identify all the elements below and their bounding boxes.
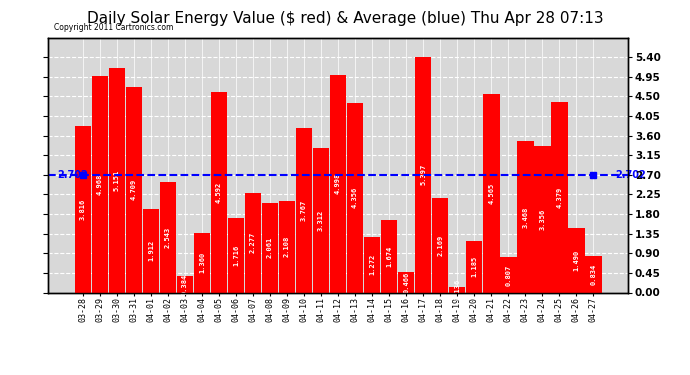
- Bar: [500, 257, 517, 292]
- Bar: [92, 76, 108, 292]
- Text: 2.169: 2.169: [437, 235, 443, 256]
- Bar: [279, 201, 295, 292]
- Text: 4.565: 4.565: [488, 182, 494, 204]
- Bar: [432, 198, 448, 292]
- Text: 0.834: 0.834: [590, 264, 596, 285]
- Text: 1.185: 1.185: [471, 256, 477, 277]
- Bar: [75, 126, 91, 292]
- Text: 2.543: 2.543: [165, 226, 171, 248]
- Text: 4.592: 4.592: [216, 182, 222, 203]
- Bar: [228, 218, 244, 292]
- Bar: [551, 102, 568, 292]
- Bar: [534, 146, 551, 292]
- Bar: [245, 193, 262, 292]
- Bar: [483, 93, 500, 292]
- Bar: [330, 75, 346, 292]
- Text: 1.716: 1.716: [233, 244, 239, 266]
- Bar: [415, 57, 431, 292]
- Bar: [210, 92, 228, 292]
- Text: 4.356: 4.356: [352, 187, 358, 208]
- Text: 4.379: 4.379: [556, 186, 562, 208]
- Bar: [159, 182, 177, 292]
- Text: 0.384: 0.384: [182, 273, 188, 295]
- Text: 0.807: 0.807: [505, 264, 511, 285]
- Bar: [143, 209, 159, 292]
- Bar: [177, 276, 193, 292]
- Text: 3.767: 3.767: [301, 200, 307, 221]
- Bar: [517, 141, 533, 292]
- Bar: [398, 272, 415, 292]
- Text: 4.998: 4.998: [335, 173, 341, 194]
- Bar: [585, 256, 602, 292]
- Text: 1.360: 1.360: [199, 252, 205, 273]
- Bar: [126, 87, 142, 292]
- Bar: [448, 286, 466, 292]
- Text: 4.709: 4.709: [131, 179, 137, 201]
- Bar: [347, 103, 364, 292]
- Text: 1.912: 1.912: [148, 240, 154, 261]
- Text: Copyright 2011 Cartronics.com: Copyright 2011 Cartronics.com: [54, 23, 173, 32]
- Text: 2.702: 2.702: [615, 170, 646, 180]
- Bar: [296, 128, 313, 292]
- Text: 0.466: 0.466: [403, 272, 409, 293]
- Text: 3.356: 3.356: [539, 209, 545, 230]
- Bar: [466, 241, 482, 292]
- Text: 2.061: 2.061: [267, 237, 273, 258]
- Text: 5.397: 5.397: [420, 164, 426, 186]
- Text: 3.468: 3.468: [522, 206, 528, 228]
- Text: 5.151: 5.151: [114, 170, 120, 191]
- Bar: [108, 68, 126, 292]
- Bar: [313, 148, 329, 292]
- Text: 3.312: 3.312: [318, 210, 324, 231]
- Text: 1.490: 1.490: [573, 249, 579, 271]
- Bar: [381, 219, 397, 292]
- Text: Daily Solar Energy Value ($ red) & Average (blue) Thu Apr 28 07:13: Daily Solar Energy Value ($ red) & Avera…: [87, 11, 603, 26]
- Bar: [262, 202, 278, 292]
- Text: 4.968: 4.968: [97, 174, 103, 195]
- Text: 1.674: 1.674: [386, 245, 392, 267]
- Bar: [364, 237, 380, 292]
- Text: 3.816: 3.816: [80, 199, 86, 220]
- Text: 2.108: 2.108: [284, 236, 290, 257]
- Bar: [194, 233, 210, 292]
- Text: 0.136: 0.136: [454, 279, 460, 300]
- Bar: [568, 228, 584, 292]
- Text: 2.702: 2.702: [57, 170, 88, 180]
- Text: 2.277: 2.277: [250, 232, 256, 254]
- Text: 1.272: 1.272: [369, 254, 375, 275]
